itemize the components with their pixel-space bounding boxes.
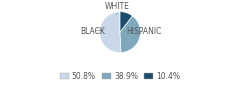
Text: WHITE: WHITE	[104, 2, 129, 15]
Wedge shape	[120, 12, 132, 32]
Text: HISPANIC: HISPANIC	[126, 27, 161, 36]
Legend: 50.8%, 38.9%, 10.4%: 50.8%, 38.9%, 10.4%	[56, 69, 184, 84]
Text: BLACK: BLACK	[80, 27, 105, 36]
Wedge shape	[100, 12, 121, 53]
Wedge shape	[120, 16, 140, 53]
